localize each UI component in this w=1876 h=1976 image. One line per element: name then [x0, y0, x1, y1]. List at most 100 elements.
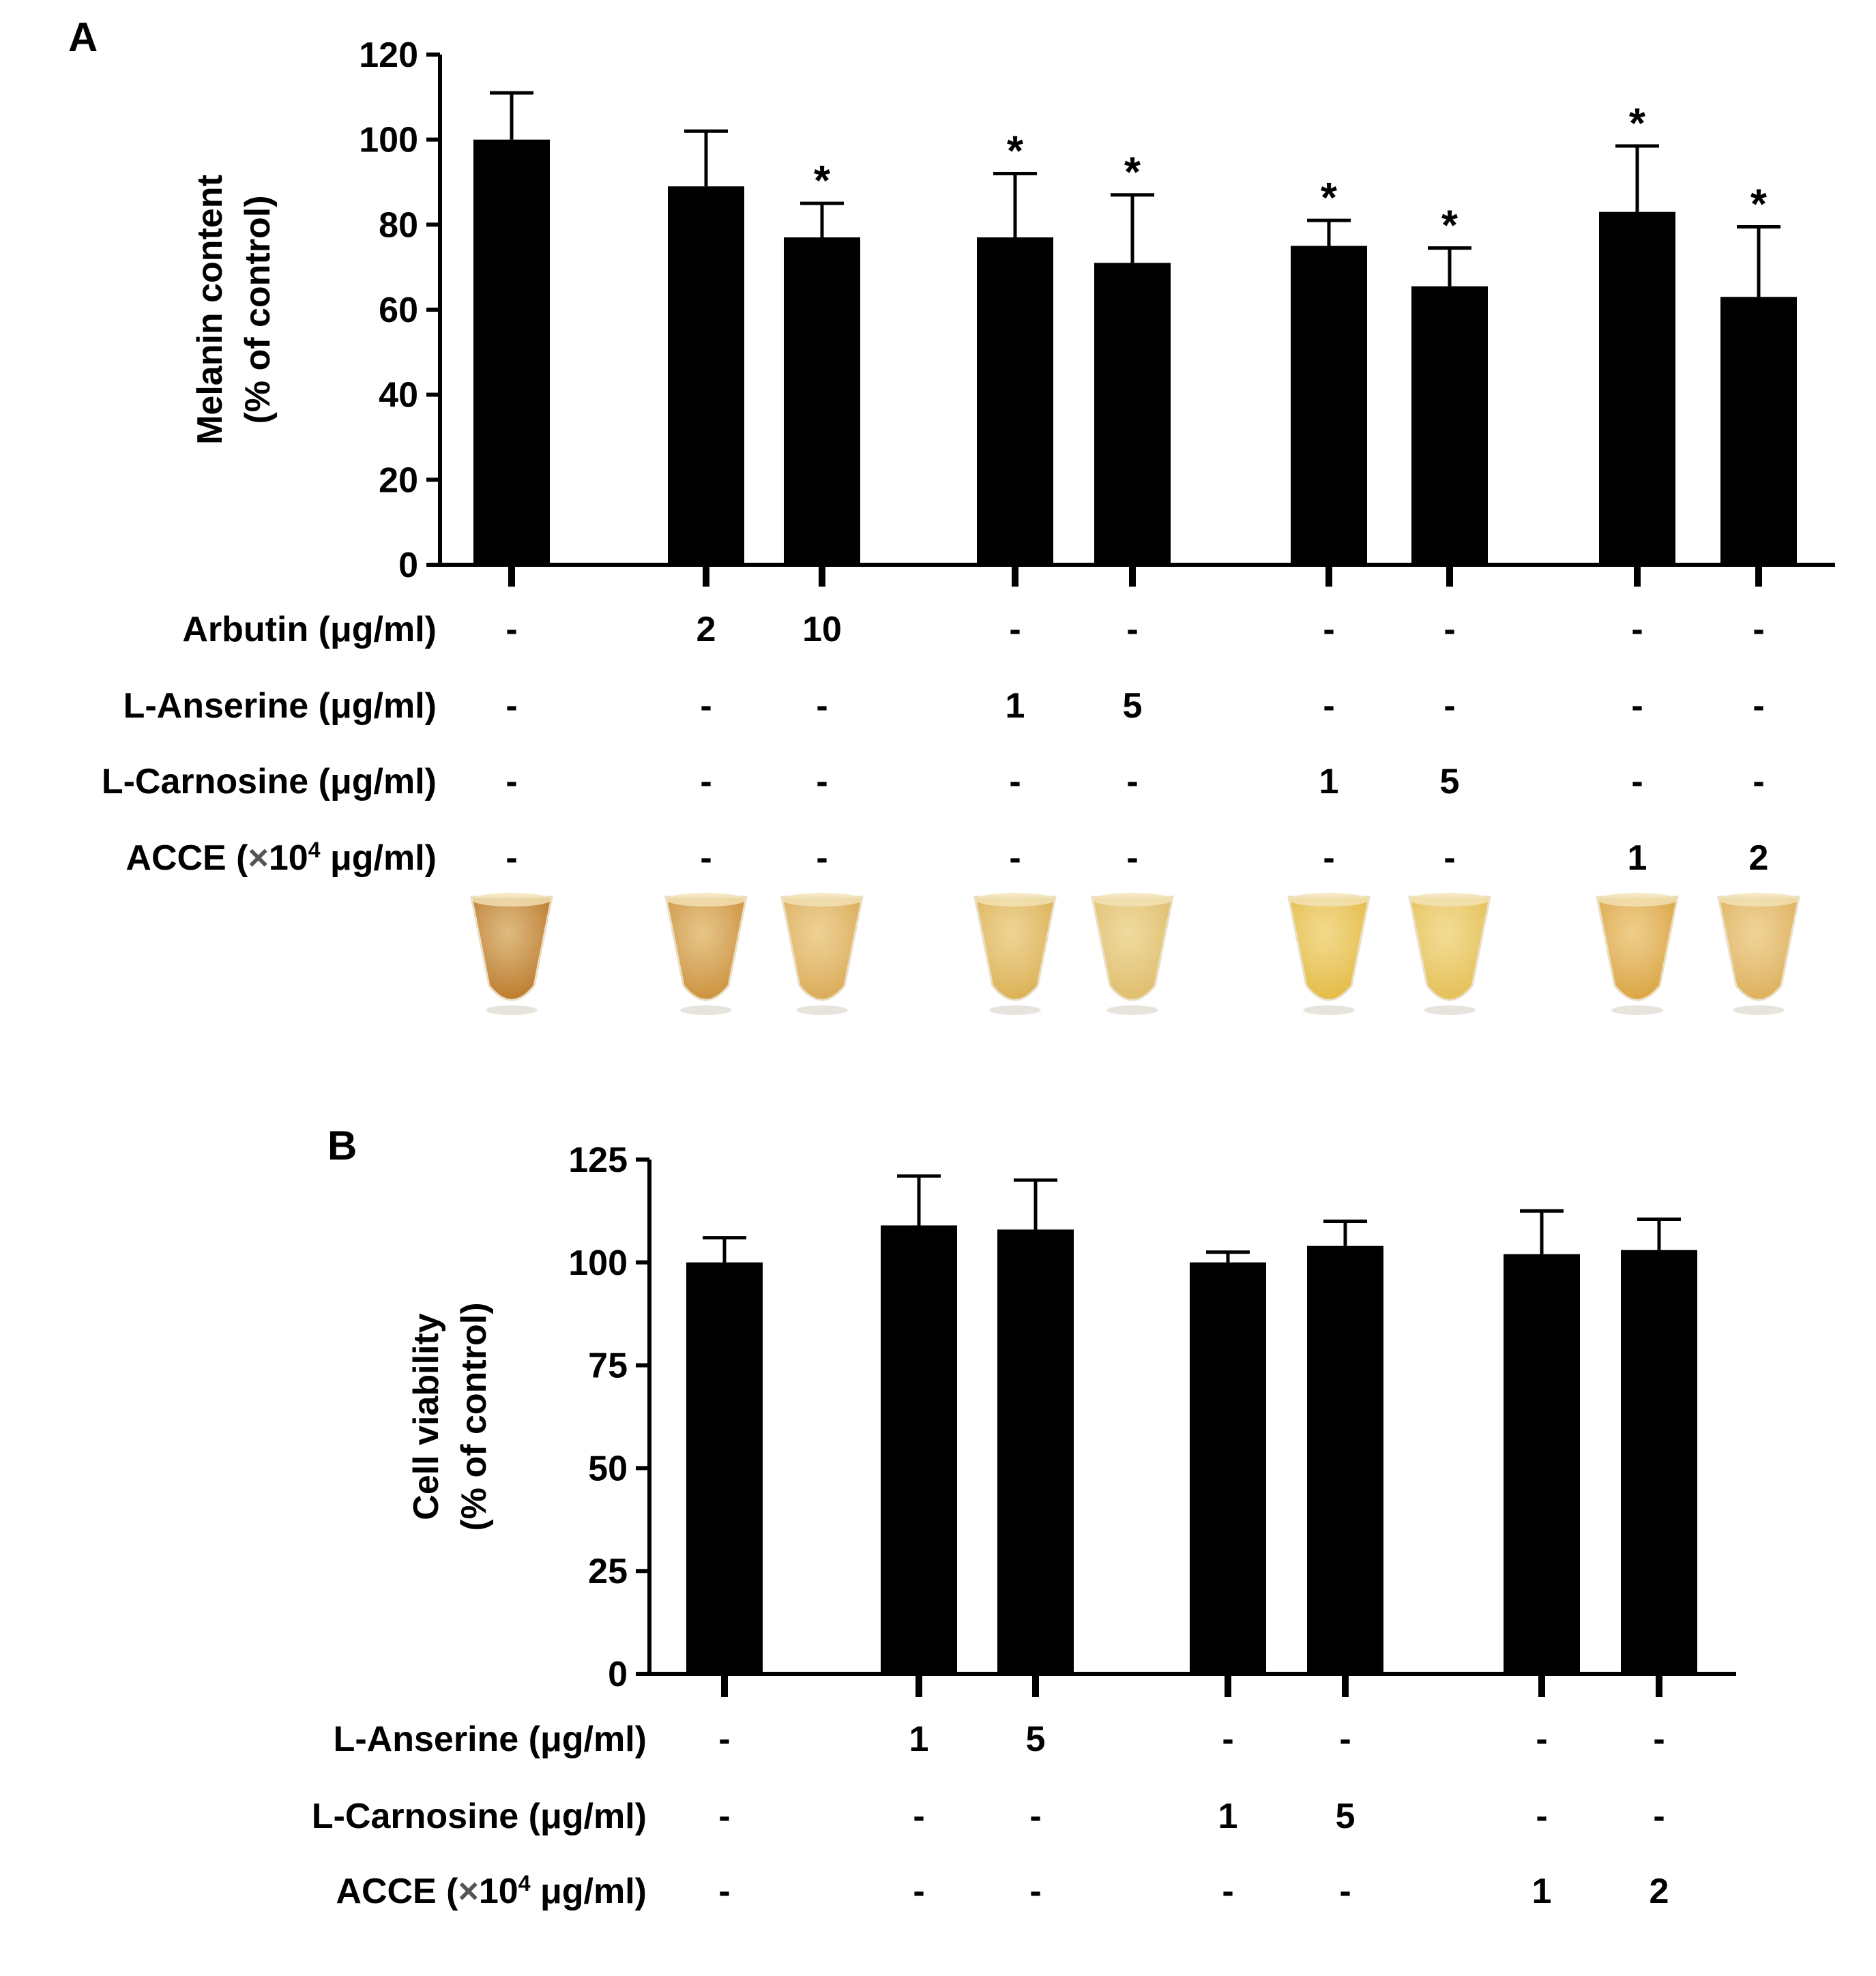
y-tick-label: 50: [588, 1449, 628, 1488]
treatment-cell: -: [1631, 686, 1643, 726]
y-tick-label: 75: [588, 1346, 628, 1386]
treatment-row-label: L-Carnosine (μg/ml): [102, 762, 437, 801]
treatment-cell: -: [913, 1797, 924, 1836]
treatment-cell: -: [1631, 762, 1643, 801]
label-part-suffix: μg/ml): [531, 1872, 647, 1911]
treatment-cell: -: [1029, 1872, 1041, 1911]
tube-shine: [1289, 897, 1369, 1000]
significance-asterisk: *: [1629, 100, 1646, 147]
treatment-cell: 2: [1650, 1872, 1669, 1911]
treatment-cell: 2: [1749, 838, 1769, 878]
y-tick-label: 25: [588, 1552, 628, 1591]
y-tick-label: 40: [379, 376, 418, 415]
bar: [1621, 1250, 1697, 1674]
treatment-row-label: L-Anserine (μg/ml): [334, 1720, 647, 1759]
bar: [686, 1262, 763, 1674]
treatment-cell: -: [1323, 610, 1334, 649]
treatment-cell: -: [816, 838, 827, 878]
tube-shine: [666, 897, 746, 1000]
treatment-row-label: ACCE (×104 μg/ml): [336, 1871, 647, 1911]
treatment-cell: 2: [697, 610, 716, 649]
tube-shine: [782, 897, 862, 1000]
treatment-cell: -: [700, 838, 712, 878]
label-part-exp: 4: [518, 1871, 531, 1896]
tube-shine: [1718, 897, 1799, 1000]
bar: [881, 1225, 957, 1674]
tube-shadow: [796, 1005, 848, 1015]
significance-asterisk: *: [1321, 175, 1338, 222]
label-part-times: ×: [248, 838, 269, 878]
y-tick-label: 120: [359, 35, 418, 75]
treatment-cell: 1: [909, 1720, 929, 1759]
treatment-cell: -: [1009, 610, 1021, 649]
treatment-cell: -: [505, 686, 517, 726]
label-part-base: 10: [479, 1872, 518, 1911]
treatment-cell: -: [1009, 762, 1021, 801]
panel-label: B: [327, 1123, 357, 1168]
treatment-cell: -: [816, 762, 827, 801]
bar: [1094, 263, 1171, 565]
tube-shadow: [1303, 1005, 1355, 1015]
treatment-cell: -: [505, 610, 517, 649]
tube-rim: [1092, 893, 1173, 906]
treatment-cell: -: [1653, 1720, 1665, 1759]
treatment-cell: 5: [1026, 1720, 1046, 1759]
bar: [668, 186, 744, 565]
tube-rim: [1597, 893, 1677, 906]
bar: [1504, 1254, 1580, 1674]
tube-shadow: [989, 1005, 1041, 1015]
treatment-cell: -: [1339, 1872, 1351, 1911]
panel-label: A: [68, 14, 98, 60]
tube-shine: [975, 897, 1055, 1000]
significance-asterisk: *: [1441, 203, 1459, 250]
label-part-times: ×: [458, 1872, 479, 1911]
bar: [1190, 1262, 1266, 1674]
tube-shine: [1409, 897, 1490, 1000]
treatment-cell: -: [1753, 610, 1764, 649]
treatment-cell: -: [1443, 610, 1455, 649]
tube-shadow: [486, 1005, 538, 1015]
label-part-prefix: ACCE (: [336, 1872, 458, 1911]
tube-shadow: [680, 1005, 732, 1015]
y-axis-label: (% of control): [454, 1302, 494, 1531]
y-tick-label: 100: [568, 1243, 628, 1283]
sample-tube-photo: [1717, 893, 1800, 1015]
treatment-cell: -: [1323, 686, 1334, 726]
treatment-cell: -: [1753, 686, 1764, 726]
treatment-cell: -: [505, 838, 517, 878]
treatment-cell: -: [1536, 1720, 1547, 1759]
significance-asterisk: *: [814, 158, 831, 205]
treatment-cell: 1: [1006, 686, 1025, 726]
bar: [1307, 1245, 1383, 1674]
treatment-cell: -: [1536, 1797, 1547, 1836]
y-tick-label: 60: [379, 291, 418, 330]
treatment-cell: -: [816, 686, 827, 726]
treatment-cell: 5: [1336, 1797, 1355, 1836]
significance-asterisk: *: [1007, 128, 1024, 175]
y-tick-label: 80: [379, 205, 418, 245]
tube-rim: [1289, 893, 1369, 906]
treatment-cell: -: [1126, 610, 1138, 649]
y-axis-label: Melanin content: [190, 175, 230, 445]
tube-rim: [471, 893, 552, 906]
tube-shadow: [1733, 1005, 1785, 1015]
significance-asterisk: *: [1750, 181, 1768, 228]
tube-shadow: [1424, 1005, 1476, 1015]
treatment-cell: 1: [1218, 1797, 1238, 1836]
treatment-cell: -: [1443, 686, 1455, 726]
treatment-cell: -: [1029, 1797, 1041, 1836]
treatment-row-label: Arbutin (μg/ml): [182, 610, 437, 649]
panel-a: A Melanin content (% of control) 0 20 40 60 80 1…: [68, 14, 1835, 1015]
sample-tube-photo: [1287, 893, 1371, 1015]
bar: [473, 139, 550, 565]
label-part-prefix: ACCE (: [126, 838, 248, 878]
bar: [1411, 286, 1488, 565]
y-tick-label: 0: [608, 1655, 628, 1694]
treatment-cell: -: [1126, 838, 1138, 878]
sample-tube-photo: [470, 893, 553, 1015]
tube-shine: [1597, 897, 1677, 1000]
treatment-cell: -: [1753, 762, 1764, 801]
